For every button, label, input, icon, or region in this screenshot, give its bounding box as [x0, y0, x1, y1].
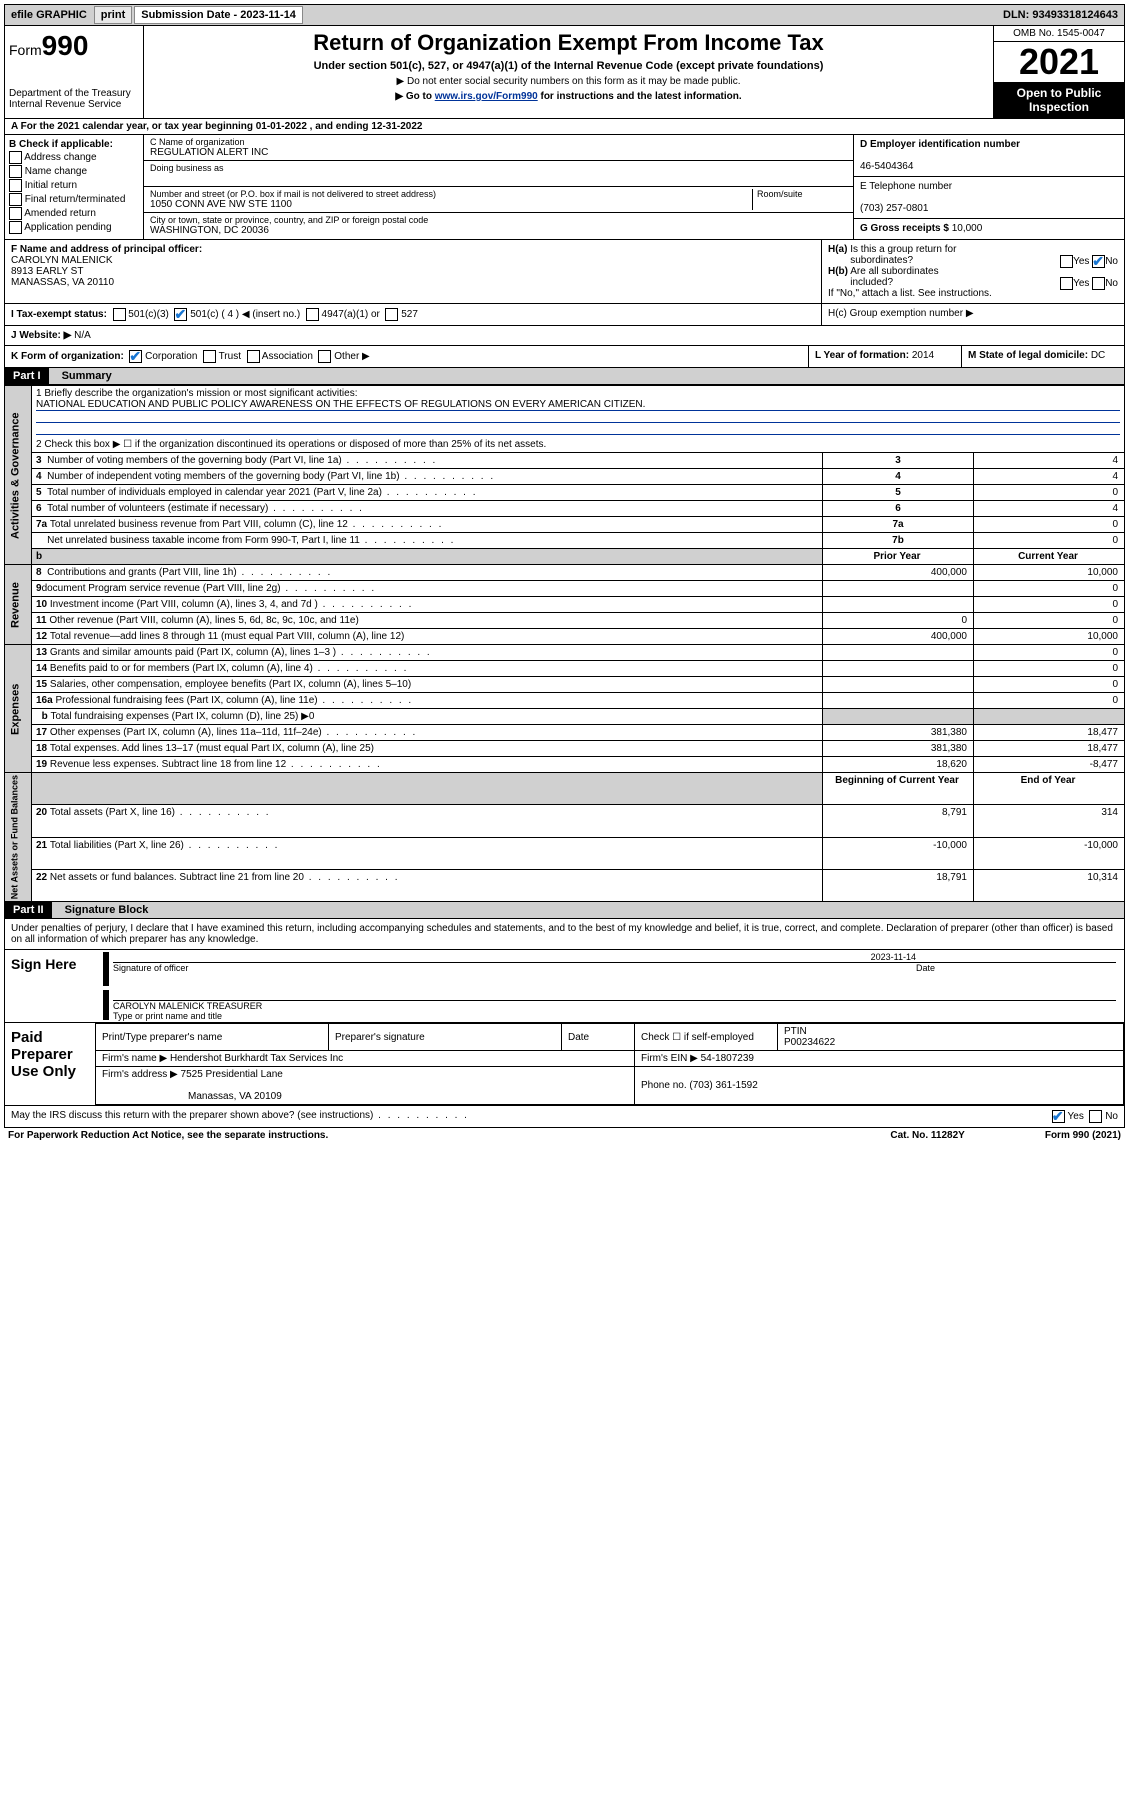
dln-label: DLN: 93493318124643 [997, 7, 1124, 23]
cb-address-change[interactable]: Address change [9, 151, 139, 164]
tax-year: 2021 [994, 42, 1124, 82]
irs-link[interactable]: www.irs.gov/Form990 [435, 91, 538, 102]
gross-receipts-cell: G Gross receipts $ 10,000 [854, 219, 1124, 238]
topbar: efile GRAPHIC print Submission Date - 20… [4, 4, 1125, 26]
dba-cell: Doing business as [144, 161, 853, 187]
org-form-row: K Form of organization: Corporation Trus… [4, 346, 1125, 368]
website-row: J Website: ▶ N/A [4, 326, 1125, 346]
goto-link-row: ▶ Go to www.irs.gov/Form990 for instruct… [152, 91, 985, 102]
form-title: Return of Organization Exempt From Incom… [152, 30, 985, 56]
footer: For Paperwork Reduction Act Notice, see … [4, 1128, 1125, 1143]
form-990-label: Form990 [9, 30, 139, 62]
ha-row: H(a) Is this a group return for subordin… [828, 244, 1118, 266]
tab-net-assets: Net Assets or Fund Balances [5, 773, 32, 902]
ssn-warning: ▶ Do not enter social security numbers o… [152, 76, 985, 87]
tab-expenses: Expenses [5, 645, 32, 773]
q2-label: 2 Check this box ▶ ☐ if the organization… [32, 437, 1125, 453]
efile-label: efile GRAPHIC [5, 7, 93, 23]
sign-here-block: Sign Here 2023-11-14 Signature of office… [4, 950, 1125, 1023]
form-header: Form990 Department of the Treasury Inter… [4, 26, 1125, 119]
tab-revenue: Revenue [5, 565, 32, 645]
submission-date-button[interactable]: Submission Date - 2023-11-14 [134, 6, 303, 24]
row-a-period: A For the 2021 calendar year, or tax yea… [4, 119, 1125, 135]
address-cell: Number and street (or P.O. box if mail i… [144, 187, 853, 213]
print-button[interactable]: print [94, 6, 132, 24]
cb-final-return[interactable]: Final return/terminated [9, 193, 139, 206]
part1-header: Part I Summary [4, 368, 1125, 385]
declaration-text: Under penalties of perjury, I declare th… [4, 919, 1125, 950]
paid-preparer-block: Paid Preparer Use Only Print/Type prepar… [4, 1023, 1125, 1106]
hb-row: H(b) Are all subordinates included? Yes … [828, 266, 1118, 288]
city-cell: City or town, state or province, country… [144, 213, 853, 238]
irs-label: Internal Revenue Service [9, 99, 139, 110]
cb-name-change[interactable]: Name change [9, 165, 139, 178]
open-public-badge: Open to Public Inspection [994, 82, 1124, 118]
phone-cell: E Telephone number (703) 257-0801 [854, 177, 1124, 219]
form-subtitle: Under section 501(c), 527, or 4947(a)(1)… [152, 60, 985, 72]
tax-status-row: I Tax-exempt status: 501(c)(3) 501(c) ( … [4, 304, 1125, 326]
omb-label: OMB No. 1545-0047 [994, 26, 1124, 42]
ein-cell: D Employer identification number 46-5404… [854, 135, 1124, 177]
q1-label: 1 Briefly describe the organization's mi… [36, 388, 1120, 399]
cb-initial-return[interactable]: Initial return [9, 179, 139, 192]
q1-value: NATIONAL EDUCATION AND PUBLIC POLICY AWA… [36, 399, 1120, 411]
may-irs-row: May the IRS discuss this return with the… [4, 1106, 1125, 1128]
cb-application-pending[interactable]: Application pending [9, 221, 139, 234]
identity-block: B Check if applicable: Address change Na… [4, 135, 1125, 240]
hc-row: H(c) Group exemption number ▶ [822, 304, 1124, 325]
cb-amended-return[interactable]: Amended return [9, 207, 139, 220]
org-name-cell: C Name of organization REGULATION ALERT … [144, 135, 853, 161]
col-b-checkboxes: B Check if applicable: Address change Na… [5, 135, 144, 239]
dept-label: Department of the Treasury [9, 88, 139, 99]
tab-activities: Activities & Governance [5, 386, 32, 565]
part2-header: Part II Signature Block [4, 902, 1125, 919]
part1-table: Activities & Governance 1 Briefly descri… [4, 385, 1125, 902]
officer-group-row: F Name and address of principal officer:… [4, 240, 1125, 304]
